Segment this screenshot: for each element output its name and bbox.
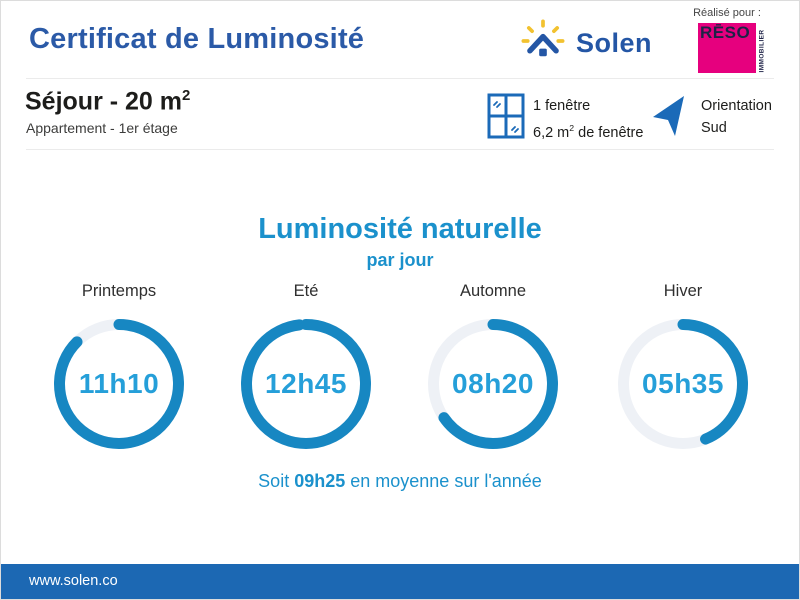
gauge-value: 08h20	[452, 368, 534, 399]
orientation-arrow-icon	[649, 92, 695, 143]
client-logo: RĒSO IMMOBILIER	[698, 23, 770, 75]
gauge-automne: Automne 08h20	[423, 282, 563, 454]
gauge-hiver: Hiver 05h35	[613, 282, 753, 454]
ring-chart: 12h45	[236, 314, 376, 454]
season-label: Automne	[459, 282, 527, 300]
footer-bar: www.solen.co	[1, 564, 799, 599]
ring-chart: 11h10	[49, 314, 189, 454]
average-line: Soit 09h25 en moyenne sur l'année	[258, 471, 542, 491]
client-logo-vertical-text: IMMOBILIER	[758, 29, 766, 73]
realise-pour-label: Réalisé pour :	[693, 7, 761, 19]
room-title: Séjour - 20 m2	[25, 87, 191, 116]
window-count: 1 fenêtre	[533, 98, 591, 114]
gauge-value: 11h10	[78, 368, 160, 399]
ring-chart: 05h35	[613, 314, 753, 454]
solen-wordmark: Solen	[576, 28, 653, 58]
average-value: 09h25	[294, 471, 346, 491]
gauge-ete: Eté 12h45	[236, 282, 376, 454]
room-divider	[26, 149, 774, 150]
orientation-info: Orientation Sud	[701, 98, 772, 136]
header-divider	[26, 78, 774, 79]
window-info: 1 fenêtre 6,2 m2 de fenêtre	[533, 95, 643, 144]
season-label: Printemps	[81, 282, 157, 300]
solen-logo: Solen	[519, 17, 652, 70]
season-label: Hiver	[663, 282, 703, 300]
client-logo-wordmark: RĒSO	[700, 23, 751, 42]
chart-title: Luminosité naturelle	[258, 213, 542, 245]
footer-url: www.solen.co	[29, 573, 118, 589]
window-area: 6,2 m2 de fenêtre	[533, 123, 644, 141]
ring-chart: 08h20	[423, 314, 563, 454]
window-icon	[487, 93, 525, 144]
gauge-printemps: Printemps 11h10	[49, 282, 189, 454]
client-logo-square	[698, 23, 756, 73]
gauge-value: 05h35	[642, 368, 724, 399]
page-title: Certificat de Luminosité	[29, 23, 365, 55]
gauge-value: 12h45	[265, 368, 347, 399]
room-subtitle: Appartement - 1er étage	[26, 120, 178, 136]
chart-subtitle: par jour	[366, 250, 434, 270]
solen-house-sun-icon	[519, 17, 567, 70]
season-label: Eté	[293, 282, 319, 300]
